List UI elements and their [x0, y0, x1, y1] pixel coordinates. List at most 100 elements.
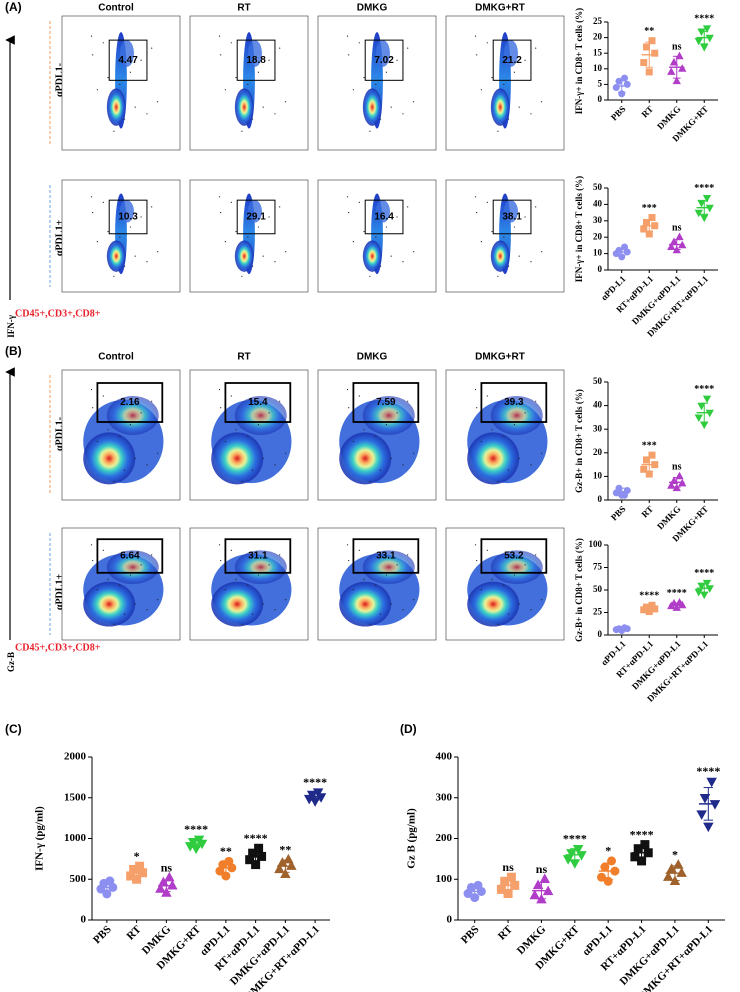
event-dot	[396, 216, 398, 218]
x-tick-label: PBS	[609, 104, 628, 123]
event-dot	[480, 241, 482, 243]
error-bar	[645, 41, 654, 68]
data-point	[621, 74, 628, 82]
data-point	[697, 28, 706, 36]
event-dot	[352, 241, 354, 243]
event-dot	[146, 464, 148, 466]
event-dot	[241, 275, 243, 277]
event-dot	[119, 584, 121, 586]
data-point	[648, 214, 656, 222]
density-core	[83, 432, 136, 485]
event-dot	[535, 47, 537, 49]
data-point	[648, 37, 656, 45]
error-bar	[536, 882, 547, 900]
gate-percentage: 18.8	[246, 55, 266, 66]
data-point	[164, 871, 175, 882]
data-point	[700, 214, 709, 223]
event-dot	[474, 388, 477, 391]
event-dot	[156, 452, 159, 454]
event-dot	[486, 549, 488, 552]
gate-percentage: 7.59	[376, 397, 396, 408]
density-upper	[490, 550, 543, 584]
event-dot	[385, 226, 388, 228]
x-tick-label: DMKG+αPD-L1	[630, 273, 683, 326]
error-bar	[700, 402, 709, 423]
data-point	[248, 848, 258, 858]
event-dot	[224, 440, 226, 443]
column-header: DMKG+RT	[475, 352, 525, 363]
significance-label: *	[134, 849, 140, 863]
event-dot	[358, 549, 360, 552]
significance-label: ****	[696, 764, 720, 778]
gate-percentage: 31.1	[248, 551, 268, 562]
event-dot	[375, 83, 377, 85]
event-dot	[107, 230, 109, 233]
event-dot	[407, 206, 409, 208]
event-dot	[540, 599, 543, 601]
event-dot	[151, 554, 153, 556]
data-point	[702, 395, 712, 404]
event-dot	[352, 589, 354, 591]
event-dot	[503, 83, 505, 85]
data-point	[135, 861, 145, 871]
significance-label: **	[279, 842, 291, 856]
y-axis-label: Gz-B+ in CD8+ T cells (%)	[574, 389, 584, 493]
density-core	[467, 581, 520, 627]
column-header: DMKG	[357, 3, 388, 14]
event-dot	[363, 429, 365, 431]
gate	[224, 538, 292, 574]
event-dot	[235, 230, 237, 233]
density-top	[503, 200, 518, 223]
error-bar	[251, 849, 260, 864]
event-dot	[107, 429, 109, 431]
data-point	[600, 862, 610, 872]
event-dot	[476, 559, 478, 562]
density-core	[339, 581, 392, 627]
event-dot	[524, 59, 526, 61]
event-dot	[379, 118, 382, 120]
y-tick-label: 100	[436, 873, 453, 885]
data-point	[699, 794, 711, 804]
event-dot	[379, 469, 382, 471]
event-dot	[530, 113, 532, 115]
y-tick-label: 2000	[64, 751, 87, 763]
data-point	[643, 43, 650, 51]
y-tick-label: 100	[589, 539, 603, 549]
y-tick-label: 0	[598, 629, 603, 639]
density-cloud	[83, 388, 164, 485]
event-dot	[346, 35, 349, 37]
data-point	[283, 853, 294, 864]
event-dot	[363, 578, 365, 581]
significance-label: ****	[694, 384, 714, 395]
event-dot	[247, 584, 249, 586]
event-dot	[540, 101, 543, 103]
event-dot	[96, 589, 98, 591]
significance-label: ****	[694, 568, 714, 579]
event-dot	[358, 42, 360, 44]
event-dot	[92, 54, 94, 56]
data-point	[615, 77, 623, 85]
event-dot	[518, 603, 520, 605]
event-dot	[134, 106, 136, 108]
event-dot	[279, 400, 281, 402]
data-point	[473, 880, 483, 890]
event-dot	[129, 71, 132, 73]
event-dot	[507, 469, 510, 471]
event-dot	[241, 130, 243, 132]
significance-label: ns	[536, 862, 548, 876]
density-core	[234, 88, 254, 126]
significance-label: ****	[563, 831, 587, 845]
event-dot	[96, 89, 98, 91]
y-axis-label: Gz-B+ in CD8+ T cells (%)	[574, 538, 584, 642]
event-dot	[134, 255, 136, 257]
event-dot	[535, 400, 537, 402]
event-dot	[530, 261, 532, 263]
significance-label: **	[644, 26, 654, 37]
event-dot	[346, 196, 349, 198]
data-point	[675, 51, 684, 60]
density-core	[490, 240, 510, 272]
event-dot	[375, 584, 377, 586]
y-tick-label: 20	[593, 447, 603, 457]
error-bar	[700, 30, 709, 45]
event-dot	[262, 457, 264, 459]
